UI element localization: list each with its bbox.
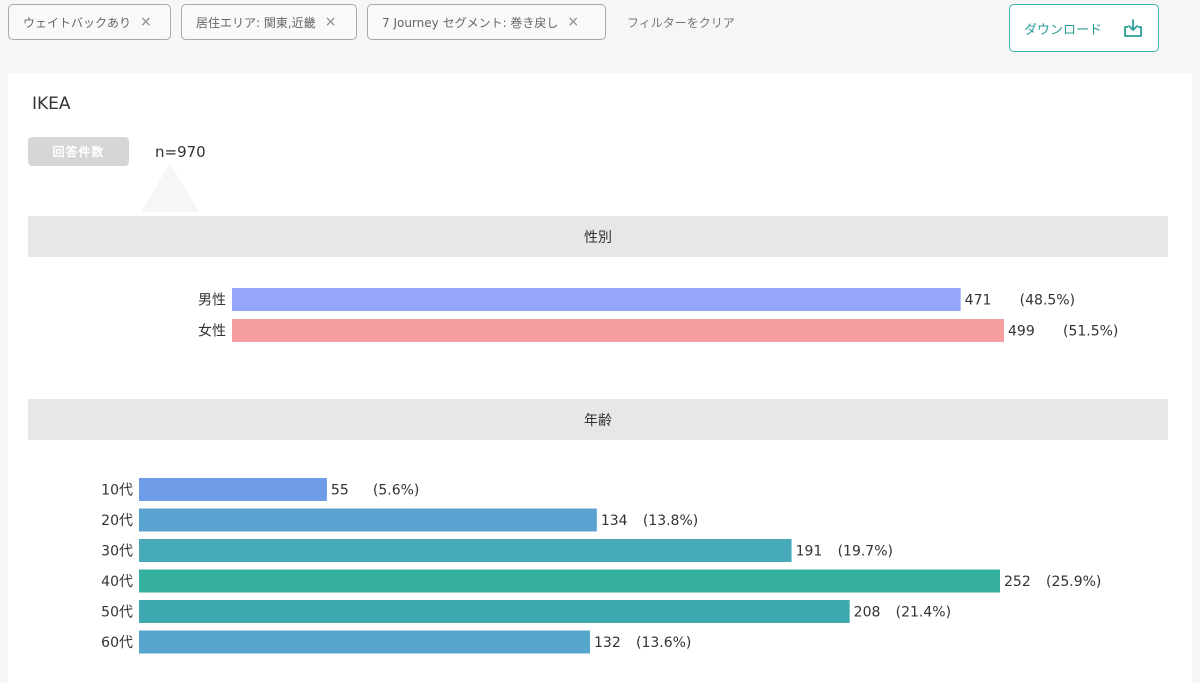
bar-percent-label: (48.5%) xyxy=(1020,293,1075,309)
bar xyxy=(139,539,792,562)
bar-value-label: 499 xyxy=(1008,324,1035,340)
bar-category-label: 女性 xyxy=(198,323,226,340)
filter-chip-label: 居住エリア: 関東,近畿 xyxy=(196,15,316,30)
bar-value-label: 252 xyxy=(1004,574,1031,590)
bar-category-label: 20代 xyxy=(101,513,133,529)
count-value: n=970 xyxy=(155,143,206,161)
bar-category-label: 男性 xyxy=(198,293,226,309)
gender-chart: 男性 471 (48.5%) 女性 499 (51.5%) xyxy=(198,288,1118,342)
section-header-age: 年齢 xyxy=(28,399,1168,440)
count-badge: 回答件数 xyxy=(28,137,129,166)
section-header-gender: 性別 xyxy=(28,216,1168,257)
bar-percent-label: (13.6%) xyxy=(636,635,691,651)
bar xyxy=(139,569,1000,593)
count-pointer xyxy=(141,163,199,212)
bar-percent-label: (25.9%) xyxy=(1046,574,1101,590)
bar-percent-label: (21.4%) xyxy=(896,605,951,621)
bar-percent-label: (19.7%) xyxy=(838,544,893,560)
bar-category-label: 60代 xyxy=(101,635,133,651)
bar-category-label: 40代 xyxy=(101,574,133,590)
download-button[interactable]: ダウンロード xyxy=(1009,4,1159,52)
bar xyxy=(139,630,590,654)
clear-filters-link[interactable]: フィルターをクリア xyxy=(627,16,735,30)
filter-chip-weightback[interactable]: ウェイトバックあり × xyxy=(8,4,171,40)
bar-percent-label: (5.6%) xyxy=(373,483,420,499)
bar xyxy=(232,288,961,311)
download-button-label: ダウンロード xyxy=(1023,22,1102,38)
close-icon[interactable]: × xyxy=(324,14,337,30)
bar xyxy=(139,600,850,623)
filter-chip-label: ウェイトバックあり xyxy=(23,15,132,30)
bar xyxy=(232,319,1004,342)
brand-title: IKEA xyxy=(32,94,71,114)
filter-bar: ウェイトバックあり × 居住エリア: 関東,近畿 × 7 Journey セグメ… xyxy=(0,0,1200,66)
bar-value-label: 134 xyxy=(601,513,628,529)
bar-value-label: 55 xyxy=(331,483,349,499)
bar-value-label: 132 xyxy=(594,635,621,651)
filter-chip-area[interactable]: 居住エリア: 関東,近畿 × xyxy=(181,4,357,40)
download-icon xyxy=(1124,19,1142,37)
bar-value-label: 191 xyxy=(796,544,823,560)
bar-percent-label: (51.5%) xyxy=(1063,324,1118,340)
close-icon[interactable]: × xyxy=(140,14,152,30)
bar-category-label: 50代 xyxy=(101,605,133,621)
bar xyxy=(139,478,327,501)
age-chart: 10代 55 (5.6%) 20代 134 (13.8%) 30代 191 (19.7%) 40代… xyxy=(101,478,1101,654)
bar-category-label: 30代 xyxy=(101,544,133,560)
filter-chip-label: 7 Journey セグメント: 巻き戻し xyxy=(382,15,559,30)
bar-category-label: 10代 xyxy=(101,483,133,499)
close-icon[interactable]: × xyxy=(567,14,580,30)
bar xyxy=(139,508,597,532)
bar-value-label: 208 xyxy=(854,605,881,621)
report-card: IKEA 回答件数 n=970 性別 男性 471 (48.5%) 女性 499 (51.… xyxy=(8,73,1192,683)
bar-percent-label: (13.8%) xyxy=(643,513,698,529)
filter-chip-journey[interactable]: 7 Journey セグメント: 巻き戻し × xyxy=(367,4,606,40)
bar-value-label: 471 xyxy=(965,293,992,309)
